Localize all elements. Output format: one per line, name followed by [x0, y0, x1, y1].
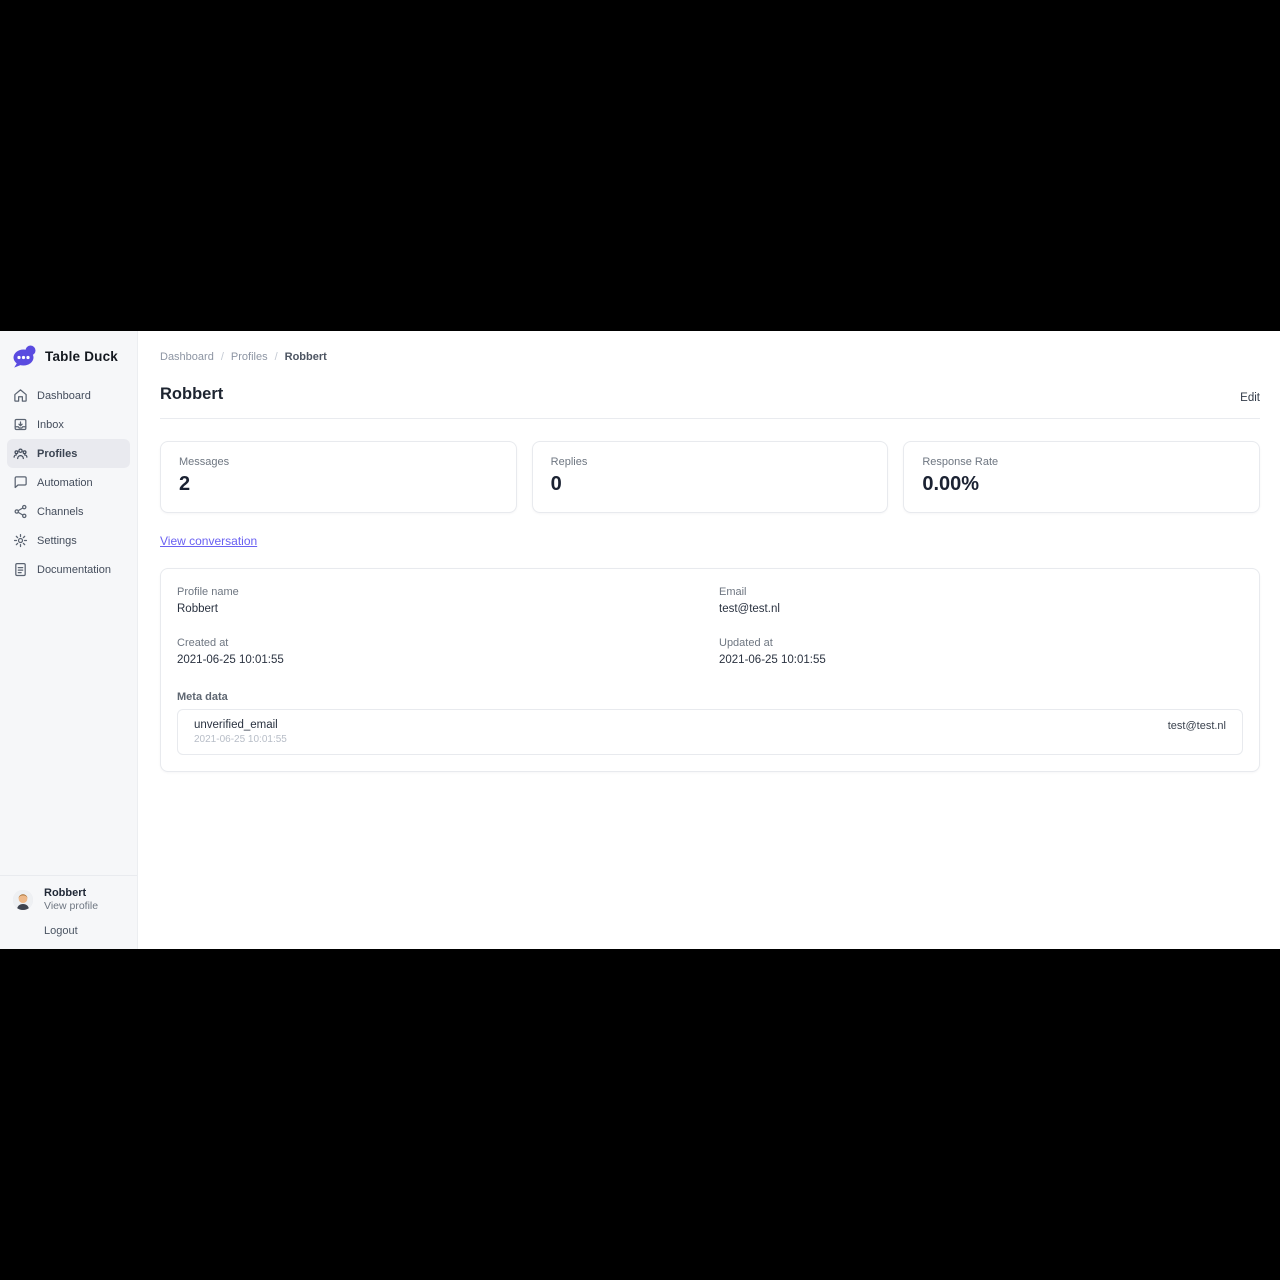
meta-entry-value: test@test.nl — [1167, 720, 1226, 732]
meta-entry-key-block: unverified_email 2021-06-25 10:01:55 — [194, 718, 287, 746]
stat-card-replies: Replies 0 — [531, 441, 889, 513]
sidebar-item-documentation[interactable]: Documentation — [7, 555, 130, 584]
stat-label: Response Rate — [922, 456, 999, 468]
avatar-icon — [13, 889, 33, 910]
share-icon — [14, 504, 27, 519]
sidebar: Table Duck Dashboard Inbox — [0, 331, 138, 949]
field-label: Email — [719, 586, 747, 598]
document-icon — [15, 562, 26, 577]
stat-card-response-rate: Response Rate 0.00% — [903, 441, 1261, 513]
stat-label: Replies — [550, 456, 588, 468]
home-icon — [14, 389, 27, 402]
chat-icon — [14, 476, 27, 489]
breadcrumb-separator: / — [220, 351, 224, 363]
sidebar-item-label: Dashboard — [37, 389, 91, 402]
breadcrumb-separator: / — [274, 351, 278, 363]
stat-value: 2 — [179, 473, 191, 495]
profile-detail-card: Profile name Robbert Email test@test.nl … — [160, 568, 1260, 772]
field-created-at: Created at 2021-06-25 10:01:55 — [177, 636, 701, 668]
field-profile-name: Profile name Robbert — [177, 585, 701, 617]
table-duck-logo-icon — [13, 345, 36, 368]
field-updated-at: Updated at 2021-06-25 10:01:55 — [719, 636, 1243, 668]
field-value: test@test.nl — [719, 603, 780, 615]
sidebar-item-label: Settings — [37, 534, 77, 547]
stat-card-messages: Messages 2 — [160, 441, 517, 513]
avatar — [13, 889, 33, 910]
gear-icon — [13, 533, 28, 548]
sidebar-item-label: Documentation — [37, 563, 111, 576]
meta-entry-timestamp: 2021-06-25 10:01:55 — [194, 734, 287, 745]
field-value: 2021-06-25 10:01:55 — [719, 654, 826, 666]
edit-button[interactable]: Edit — [1240, 392, 1260, 404]
page-title: Robbert — [160, 385, 224, 403]
stat-value: 0 — [550, 473, 562, 495]
field-label: Profile name — [177, 586, 239, 598]
app-window: Table Duck Dashboard Inbox — [0, 331, 1280, 949]
sidebar-nav: Dashboard Inbox Pro — [0, 379, 137, 584]
meta-data-entry: unverified_email 2021-06-25 10:01:55 tes… — [177, 709, 1243, 755]
breadcrumb-profiles[interactable]: Profiles — [230, 351, 268, 363]
profile-fields: Profile name Robbert Email test@test.nl … — [177, 585, 1243, 668]
sidebar-footer: Robbert View profile Logout — [0, 875, 137, 949]
user-profile[interactable]: Robbert View profile — [13, 886, 124, 913]
page-header: Robbert Edit — [160, 385, 1260, 404]
app-name: Table Duck — [45, 348, 119, 364]
stats-row: Messages 2 Replies 0 Response Rate 0.00% — [160, 441, 1261, 513]
meta-data-label: Meta data — [177, 691, 228, 703]
sidebar-item-dashboard[interactable]: Dashboard — [7, 381, 130, 410]
stat-value: 0.00% — [922, 473, 980, 495]
sidebar-item-channels[interactable]: Channels — [7, 497, 130, 526]
logout-link[interactable]: Logout — [44, 925, 78, 937]
people-icon — [13, 448, 28, 460]
breadcrumb-current: Robbert — [284, 351, 327, 363]
sidebar-item-inbox[interactable]: Inbox — [7, 410, 130, 439]
field-value: 2021-06-25 10:01:55 — [177, 654, 284, 666]
field-label: Created at — [177, 637, 229, 649]
field-email: Email test@test.nl — [719, 585, 1243, 617]
sidebar-item-label: Inbox — [37, 418, 64, 431]
sidebar-item-profiles[interactable]: Profiles — [7, 439, 130, 468]
title-divider — [160, 418, 1260, 419]
app-logo: Table Duck — [0, 331, 137, 379]
sidebar-item-automation[interactable]: Automation — [7, 468, 130, 497]
meta-entry-key: unverified_email — [194, 719, 278, 731]
main-content: Dashboard / Profiles / Robbert Robbert E… — [138, 331, 1280, 949]
stat-label: Messages — [179, 456, 230, 468]
sidebar-item-label: Channels — [37, 505, 84, 518]
sidebar-item-label: Profiles — [37, 447, 78, 460]
breadcrumb: Dashboard / Profiles / Robbert — [160, 331, 1260, 363]
field-value: Robbert — [177, 603, 218, 615]
view-profile-link[interactable]: View profile — [44, 900, 99, 912]
view-conversation-link[interactable]: View conversation — [160, 534, 258, 548]
breadcrumb-dashboard[interactable]: Dashboard — [160, 351, 214, 363]
sidebar-item-label: Automation — [37, 476, 93, 489]
inbox-icon — [14, 418, 27, 431]
user-name: Robbert — [44, 887, 87, 899]
field-label: Updated at — [719, 637, 773, 649]
sidebar-item-settings[interactable]: Settings — [7, 526, 130, 555]
